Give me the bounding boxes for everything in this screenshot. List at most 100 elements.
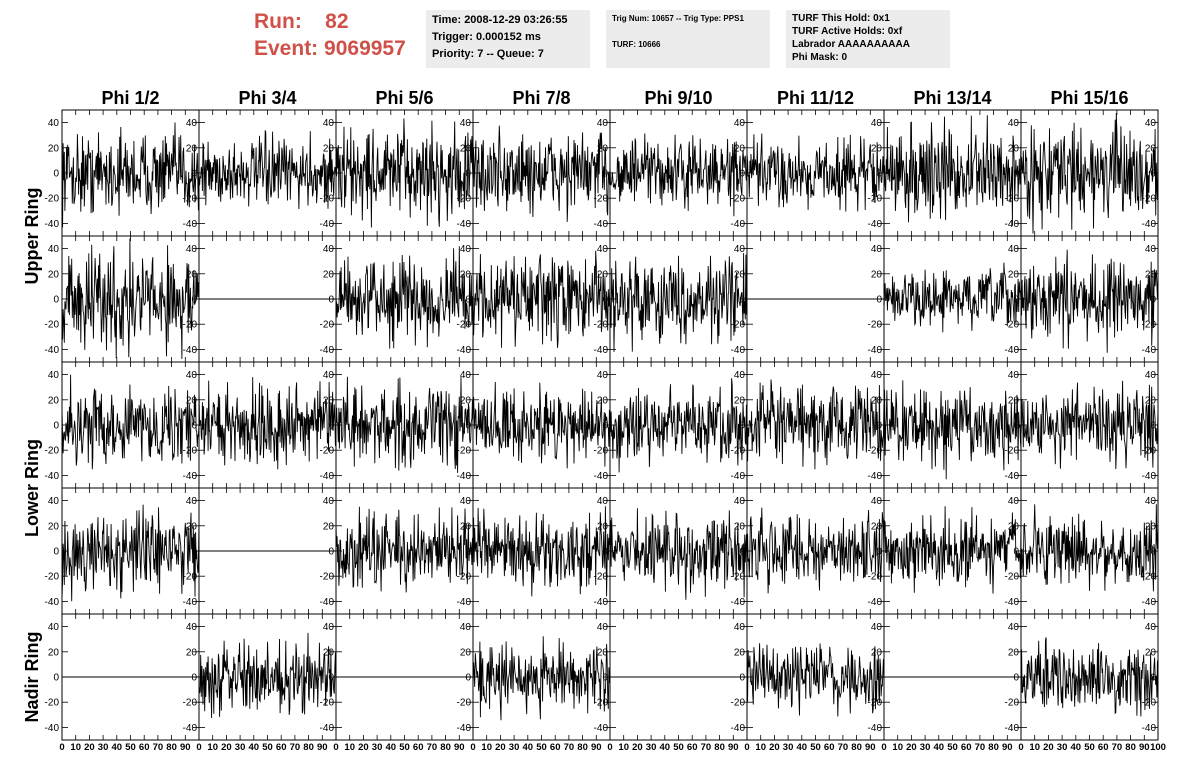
y-tick-label: 20	[1008, 647, 1020, 658]
y-tick-label: -20	[183, 320, 198, 331]
y-tick-label: 40	[186, 118, 198, 129]
y-tick-label: 40	[186, 370, 198, 381]
y-tick-label: -20	[1005, 698, 1020, 709]
panel-frame	[883, 235, 1022, 363]
y-tick-label: 20	[323, 521, 335, 532]
y-tick-label: 40	[1145, 118, 1157, 129]
x-tick-label: 50	[125, 742, 136, 753]
waveform-line	[1020, 249, 1159, 353]
y-tick-label: -20	[320, 572, 335, 583]
x-tick-label: 100	[1150, 742, 1166, 753]
x-tick-label: 40	[1071, 742, 1082, 753]
column-title: Phi 3/4	[238, 88, 296, 108]
y-tick-label: 40	[734, 244, 746, 255]
x-tick-label: 50	[536, 742, 547, 753]
y-tick-label: -40	[868, 345, 883, 356]
turf-active-text: TURF Active Holds: 0xf	[792, 26, 903, 37]
y-tick-label: -20	[320, 446, 335, 457]
waveform-line	[746, 643, 885, 717]
y-tick-label: -40	[594, 345, 609, 356]
y-tick-label: -20	[1142, 194, 1157, 205]
phi-mask-text: Phi Mask: 0	[792, 52, 848, 63]
y-tick-label: -40	[457, 471, 472, 482]
y-tick-label: 0	[465, 673, 471, 684]
column-title: Phi 13/14	[913, 88, 991, 108]
x-tick-label: 20	[632, 742, 643, 753]
waveform-line	[61, 504, 200, 602]
y-tick-label: 0	[602, 169, 608, 180]
waveform-line	[198, 377, 337, 470]
y-tick-label: 0	[53, 169, 59, 180]
y-tick-label: 40	[1145, 244, 1157, 255]
y-tick-label: -20	[1142, 572, 1157, 583]
trig-num-text: Trig Num: 10657 -- Trig Type: PPS1	[612, 14, 744, 23]
y-tick-label: -20	[868, 572, 883, 583]
x-tick-label: 80	[303, 742, 314, 753]
y-tick-label: 20	[871, 521, 883, 532]
waveform-line	[609, 133, 748, 217]
y-tick-label: 0	[739, 673, 745, 684]
y-tick-label: -20	[731, 194, 746, 205]
waveform-line	[335, 118, 474, 228]
y-tick-label: -20	[183, 698, 198, 709]
y-tick-label: -40	[457, 345, 472, 356]
y-tick-label: -20	[731, 320, 746, 331]
event-label: Event:	[254, 37, 319, 60]
y-tick-label: 40	[597, 244, 609, 255]
waveform-line	[1020, 504, 1159, 592]
y-tick-label: 20	[48, 521, 60, 532]
x-tick-label: 60	[1098, 742, 1109, 753]
waveform-line	[61, 238, 200, 359]
y-tick-label: -40	[183, 345, 198, 356]
x-tick-label: 10	[892, 742, 903, 753]
x-tick-label: 30	[98, 742, 109, 753]
x-tick-label: 60	[139, 742, 150, 753]
waveform-line	[609, 508, 748, 600]
y-tick-label: -20	[1005, 572, 1020, 583]
waveform-line	[61, 122, 200, 228]
y-tick-label: -40	[731, 345, 746, 356]
y-tick-label: -40	[594, 219, 609, 230]
y-tick-label: -40	[1005, 345, 1020, 356]
y-tick-label: 20	[871, 269, 883, 280]
y-tick-label: 20	[1008, 269, 1020, 280]
y-tick-label: 20	[597, 647, 609, 658]
waveform-line	[609, 253, 748, 352]
x-tick-label: 80	[577, 742, 588, 753]
y-tick-label: 40	[323, 622, 335, 633]
x-tick-label: 30	[372, 742, 383, 753]
y-tick-label: 0	[53, 547, 59, 558]
y-tick-label: -20	[1005, 446, 1020, 457]
y-tick-label: -20	[183, 194, 198, 205]
turf-box: TURF This Hold: 0x1 TURF Active Holds: 0…	[786, 10, 950, 68]
y-tick-label: 0	[328, 547, 334, 558]
x-tick-label: 0	[59, 742, 64, 753]
run-value: 82	[325, 10, 349, 33]
x-tick-label: 90	[180, 742, 191, 753]
y-tick-label: 40	[48, 370, 60, 381]
x-tick-label: 40	[660, 742, 671, 753]
y-tick-label: 20	[734, 143, 746, 154]
y-tick-label: 40	[48, 496, 60, 507]
column-title: Phi 11/12	[777, 88, 854, 108]
y-tick-label: -40	[183, 723, 198, 734]
y-tick-label: 0	[53, 421, 59, 432]
priority-text: Priority: 7 -- Queue: 7	[432, 48, 544, 60]
x-tick-label: 30	[235, 742, 246, 753]
x-tick-label: 20	[769, 742, 780, 753]
y-tick-label: -40	[457, 219, 472, 230]
y-tick-label: 40	[1008, 244, 1020, 255]
y-tick-label: 40	[323, 496, 335, 507]
y-tick-label: 40	[871, 118, 883, 129]
x-tick-label: 60	[824, 742, 835, 753]
x-tick-label: 10	[70, 742, 81, 753]
y-tick-label: 40	[597, 370, 609, 381]
waveform-line	[883, 262, 1022, 333]
x-tick-label: 80	[851, 742, 862, 753]
x-tick-label: 80	[988, 742, 999, 753]
y-tick-label: -20	[594, 698, 609, 709]
x-tick-label: 20	[84, 742, 95, 753]
y-tick-label: 0	[191, 421, 197, 432]
y-tick-label: 40	[597, 622, 609, 633]
